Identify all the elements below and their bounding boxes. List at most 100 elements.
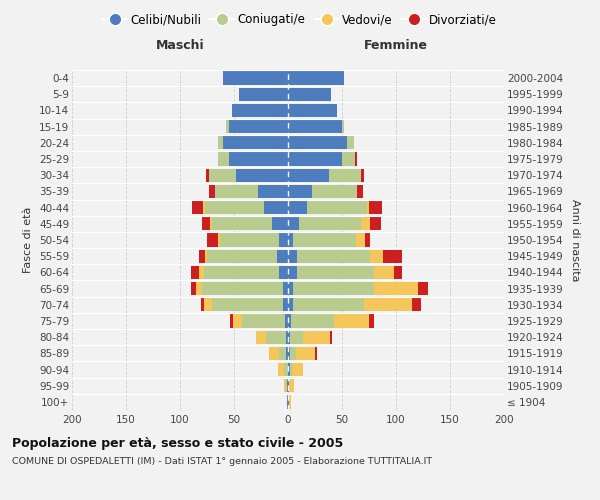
Bar <box>288 136 347 149</box>
Bar <box>355 152 357 166</box>
Bar <box>288 168 329 182</box>
Bar <box>220 234 280 246</box>
Bar <box>288 104 337 117</box>
Text: Femmine: Femmine <box>364 40 428 52</box>
Bar <box>286 379 287 392</box>
Bar <box>236 168 288 182</box>
Bar <box>347 136 354 149</box>
Bar <box>230 314 233 328</box>
Bar <box>412 298 421 312</box>
Text: Popolazione per età, sesso e stato civile - 2005: Popolazione per età, sesso e stato civil… <box>12 438 343 450</box>
Bar <box>342 120 344 134</box>
Bar <box>286 346 288 360</box>
Bar <box>191 266 199 279</box>
Bar <box>342 152 355 166</box>
Bar <box>199 250 205 263</box>
Bar <box>287 396 288 408</box>
Bar <box>256 330 266 344</box>
Bar <box>288 120 342 134</box>
Bar <box>218 234 220 246</box>
Text: COMUNE DI OSPEDALETTI (IM) - Dati ISTAT 1° gennaio 2005 - Elaborazione TUTTITALI: COMUNE DI OSPEDALETTI (IM) - Dati ISTAT … <box>12 457 432 466</box>
Bar <box>264 201 288 214</box>
Bar <box>223 72 288 85</box>
Bar <box>207 234 218 246</box>
Bar <box>290 346 296 360</box>
Bar <box>206 168 209 182</box>
Bar <box>288 250 296 263</box>
Bar <box>278 363 284 376</box>
Bar <box>192 201 203 214</box>
Bar <box>209 168 236 182</box>
Bar <box>283 298 288 312</box>
Bar <box>288 346 290 360</box>
Bar <box>288 217 299 230</box>
Bar <box>202 282 283 295</box>
Bar <box>288 201 307 214</box>
Bar <box>288 152 342 166</box>
Bar <box>226 120 229 134</box>
Bar <box>202 217 210 230</box>
Bar <box>296 266 374 279</box>
Bar <box>367 201 369 214</box>
Bar <box>277 250 288 263</box>
Bar <box>285 314 288 328</box>
Bar <box>205 250 207 263</box>
Bar <box>293 282 374 295</box>
Bar <box>365 234 370 246</box>
Bar <box>290 363 292 376</box>
Bar <box>312 185 357 198</box>
Bar <box>218 152 229 166</box>
Bar <box>223 136 288 149</box>
Bar <box>418 282 428 295</box>
Bar <box>299 217 361 230</box>
Bar <box>288 266 296 279</box>
Bar <box>280 346 286 360</box>
Bar <box>280 266 288 279</box>
Bar <box>296 346 315 360</box>
Bar <box>209 185 215 198</box>
Bar <box>233 314 242 328</box>
Bar <box>203 201 205 214</box>
Bar <box>210 217 212 230</box>
Bar <box>196 282 202 295</box>
Bar <box>361 168 364 182</box>
Bar <box>288 282 293 295</box>
Bar <box>286 330 288 344</box>
Bar <box>284 379 286 392</box>
Bar <box>229 152 288 166</box>
Bar <box>394 266 403 279</box>
Text: Maschi: Maschi <box>155 40 205 52</box>
Bar <box>315 346 317 360</box>
Bar <box>218 136 223 149</box>
Bar <box>356 234 365 246</box>
Bar <box>232 104 288 117</box>
Legend: Celibi/Nubili, Coniugati/e, Vedovi/e, Divorziati/e: Celibi/Nubili, Coniugati/e, Vedovi/e, Di… <box>98 8 502 31</box>
Bar <box>357 185 362 198</box>
Bar <box>289 396 291 408</box>
Bar <box>212 217 272 230</box>
Bar <box>204 298 212 312</box>
Bar <box>334 314 369 328</box>
Bar <box>288 363 290 376</box>
Y-axis label: Anni di nascita: Anni di nascita <box>570 198 580 281</box>
Bar <box>291 314 334 328</box>
Bar <box>288 314 291 328</box>
Bar <box>212 298 283 312</box>
Bar <box>374 282 418 295</box>
Bar <box>292 363 303 376</box>
Bar <box>330 330 332 344</box>
Bar <box>229 120 288 134</box>
Bar <box>288 298 293 312</box>
Bar <box>242 314 285 328</box>
Bar <box>307 201 367 214</box>
Y-axis label: Fasce di età: Fasce di età <box>23 207 34 273</box>
Bar <box>303 330 330 344</box>
Bar <box>293 298 364 312</box>
Bar <box>191 282 196 295</box>
Bar <box>288 396 289 408</box>
Bar <box>272 217 288 230</box>
Bar <box>288 379 289 392</box>
Bar <box>296 250 370 263</box>
Bar <box>288 185 312 198</box>
Bar <box>204 266 280 279</box>
